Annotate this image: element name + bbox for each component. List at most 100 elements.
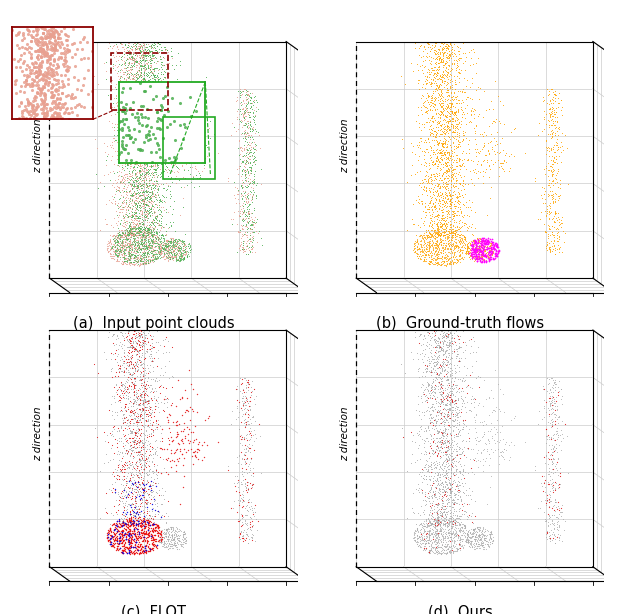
Point xyxy=(190,446,200,456)
Point xyxy=(153,82,163,92)
Point xyxy=(496,158,506,168)
Point xyxy=(116,394,126,403)
Point xyxy=(135,545,145,555)
Point xyxy=(493,246,503,255)
Point xyxy=(240,503,250,513)
Point xyxy=(436,441,446,451)
Point xyxy=(444,392,454,402)
Point xyxy=(239,398,249,408)
Point xyxy=(120,239,130,249)
Point xyxy=(118,233,128,243)
Point xyxy=(437,437,447,447)
Point xyxy=(498,155,508,165)
Point xyxy=(112,533,122,543)
Point xyxy=(441,184,451,193)
Point xyxy=(449,515,459,524)
Point xyxy=(431,547,441,557)
Point xyxy=(498,164,508,174)
Point xyxy=(138,219,148,229)
Point xyxy=(188,138,198,148)
Point xyxy=(153,119,163,128)
Point xyxy=(158,144,168,154)
Point xyxy=(119,502,129,511)
Point xyxy=(148,223,158,233)
Point xyxy=(105,455,115,465)
Point xyxy=(441,243,451,252)
Point xyxy=(112,534,122,544)
Point xyxy=(147,488,157,497)
Point xyxy=(454,128,464,138)
Point xyxy=(234,532,244,542)
Point xyxy=(160,511,170,521)
Point xyxy=(445,526,455,536)
Point xyxy=(476,537,486,547)
Point xyxy=(141,120,151,130)
Point xyxy=(180,244,190,254)
Point xyxy=(167,244,177,254)
Point xyxy=(468,525,478,535)
Point xyxy=(177,410,187,420)
Point xyxy=(105,539,115,549)
Point xyxy=(422,76,432,85)
Point xyxy=(130,188,140,198)
Point xyxy=(441,95,451,104)
Point xyxy=(458,239,468,249)
Point xyxy=(148,69,158,79)
Point xyxy=(486,236,496,246)
Point xyxy=(167,209,177,219)
Point xyxy=(438,150,448,160)
Point xyxy=(552,103,562,113)
Point xyxy=(436,536,446,546)
Point xyxy=(145,255,155,265)
Point xyxy=(237,494,247,504)
Point xyxy=(426,545,436,555)
Point xyxy=(132,438,142,448)
Point xyxy=(135,511,145,521)
Point xyxy=(138,383,148,393)
Point xyxy=(540,495,550,505)
Point xyxy=(138,106,148,116)
Point xyxy=(471,242,481,252)
Point xyxy=(470,245,480,255)
Point xyxy=(468,252,478,262)
Point xyxy=(546,165,556,175)
Point xyxy=(155,141,165,151)
Point xyxy=(133,222,143,231)
Point xyxy=(439,242,449,252)
Point xyxy=(439,228,449,238)
Point xyxy=(130,513,140,523)
Point xyxy=(469,237,479,247)
Point xyxy=(125,396,135,406)
Point xyxy=(454,537,464,547)
Point xyxy=(136,115,146,125)
Point xyxy=(421,367,431,377)
Point xyxy=(106,348,116,357)
Point xyxy=(135,187,145,197)
Point xyxy=(551,151,561,161)
Point xyxy=(123,383,133,392)
Point xyxy=(441,468,451,478)
Point xyxy=(451,114,461,123)
Point xyxy=(173,530,183,540)
Point xyxy=(167,531,177,541)
Point xyxy=(124,528,134,538)
Point xyxy=(548,487,558,497)
Point xyxy=(182,133,192,143)
Point xyxy=(125,528,135,538)
Point xyxy=(127,370,137,379)
Point xyxy=(233,226,244,236)
Point xyxy=(150,530,160,540)
Point xyxy=(423,177,433,187)
Point xyxy=(440,456,450,465)
Point xyxy=(144,529,154,538)
Point xyxy=(419,42,429,52)
Point xyxy=(110,534,120,543)
Point xyxy=(138,532,148,542)
Point xyxy=(161,95,171,104)
Point xyxy=(110,241,120,251)
Point xyxy=(127,518,137,527)
Point xyxy=(165,252,175,262)
Point xyxy=(127,73,137,83)
Point xyxy=(424,410,434,419)
Point xyxy=(250,507,260,516)
